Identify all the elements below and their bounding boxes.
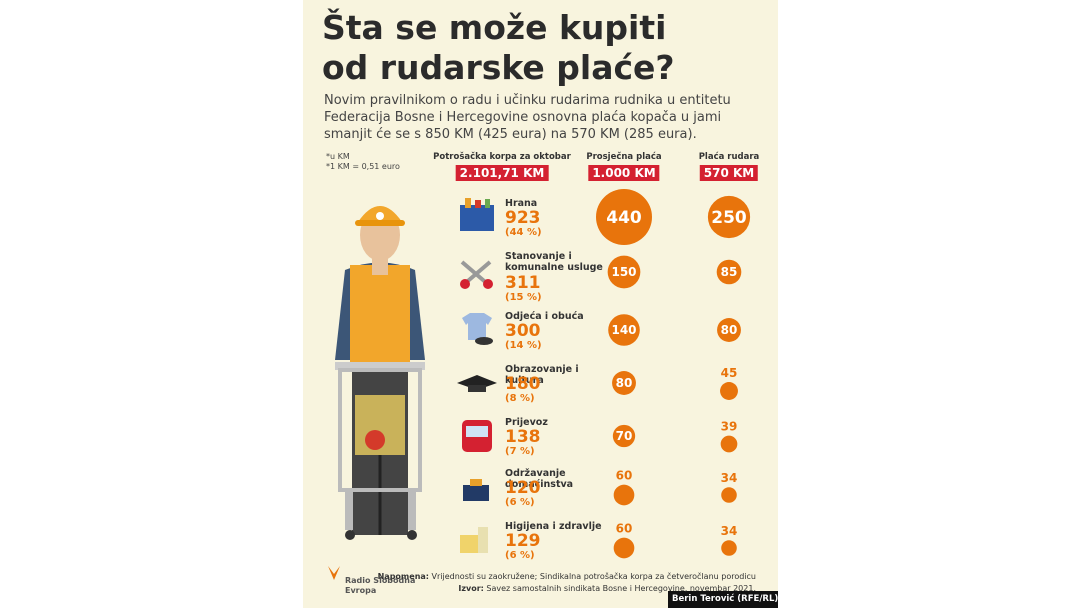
value-bubble (721, 487, 737, 503)
row-value: 129 (505, 531, 541, 551)
column-header: Plaća rudara (698, 152, 760, 162)
bubble-label: 34 (721, 524, 738, 538)
bubble-label: 60 (616, 469, 633, 483)
logo-text: Evropa (345, 586, 377, 595)
title: Šta se može kupiti od rudarske plaće? (322, 8, 675, 87)
bubble-label: 85 (721, 265, 738, 279)
logo-text: Radio Slobodna (345, 576, 416, 585)
row-value: 923 (505, 208, 541, 228)
bubble-label: 80 (721, 323, 738, 337)
note-text: Vrijednosti su zaokružene; Sindikalna po… (431, 572, 756, 581)
value-bubble (612, 424, 636, 448)
bubble-label: 140 (611, 323, 636, 337)
value-bubble (720, 382, 738, 400)
bubble-label: 70 (616, 429, 633, 443)
source-text: Savez samostalnih sindikata Bosne i Herc… (486, 584, 756, 593)
bubble-label: 34 (721, 471, 738, 485)
value-bubble (717, 318, 741, 342)
worker-illustration (335, 206, 425, 540)
row-value: 180 (505, 374, 541, 394)
note: *1 KM = 0,51 euro (326, 162, 400, 171)
row-icons (457, 198, 497, 553)
row-percent: (44 %) (505, 227, 542, 238)
row-value: 120 (505, 478, 541, 498)
bubble-label: 45 (721, 366, 738, 380)
bubble-label: 39 (721, 420, 738, 434)
value-bubble (721, 540, 737, 556)
footnote: Napomena: Vrijednosti su zaokružene; Sin… (326, 572, 756, 581)
value-bubble (612, 371, 636, 395)
bubble-label: 440 (606, 208, 642, 228)
bubble-label: 80 (616, 376, 633, 390)
source-label: Izvor: (458, 584, 484, 593)
row-label: Obrazovanje i kultura (505, 364, 579, 386)
bubble-label: 150 (611, 265, 636, 279)
row-value: 138 (505, 427, 541, 447)
bubble-label: 60 (616, 522, 633, 536)
column-total: 2.101,71 KM (455, 165, 549, 181)
value-bubble (596, 189, 652, 245)
row-value: 311 (505, 273, 541, 293)
row-percent: (7 %) (505, 446, 535, 457)
value-bubble (707, 195, 751, 239)
value-bubble (613, 537, 635, 559)
value-bubble (607, 255, 641, 289)
column-total: 1.000 KM (588, 165, 660, 181)
value-bubble (720, 435, 738, 453)
credit-box (668, 591, 778, 608)
column-total: 570 KM (699, 165, 759, 181)
description: Novim pravilnikom o radu i učinku rudari… (324, 93, 731, 142)
note-label: Napomena: (377, 572, 429, 581)
note: *u KM (326, 152, 350, 161)
value-bubble (613, 484, 635, 506)
row-percent: (15 %) (505, 292, 542, 303)
row-percent: (6 %) (505, 550, 535, 561)
row-label: Prijevoz (505, 417, 548, 428)
row-value: 300 (505, 321, 541, 341)
row-percent: (8 %) (505, 393, 535, 404)
source: Izvor: Savez samostalnih sindikata Bosne… (326, 584, 756, 593)
logo-mark (328, 566, 340, 580)
credit: Berin Terović (RFE/RL) (672, 594, 779, 604)
row-percent: (6 %) (505, 497, 535, 508)
row-label: Stanovanje i komunalne usluge (505, 251, 603, 273)
value-bubble (608, 314, 640, 346)
row-label: Održavanje domaćinstva (505, 468, 574, 490)
column-header: Potrošačka korpa za oktobar (433, 152, 571, 162)
row-percent: (14 %) (505, 340, 542, 351)
row-label: Hrana (505, 198, 538, 209)
bubble-label: 250 (711, 208, 747, 228)
row-label: Higijena i zdravlje (505, 521, 602, 532)
column-header: Prosječna plaća (586, 152, 662, 162)
row-label: Odjeća i obuća (505, 311, 584, 322)
value-bubble (716, 259, 742, 285)
